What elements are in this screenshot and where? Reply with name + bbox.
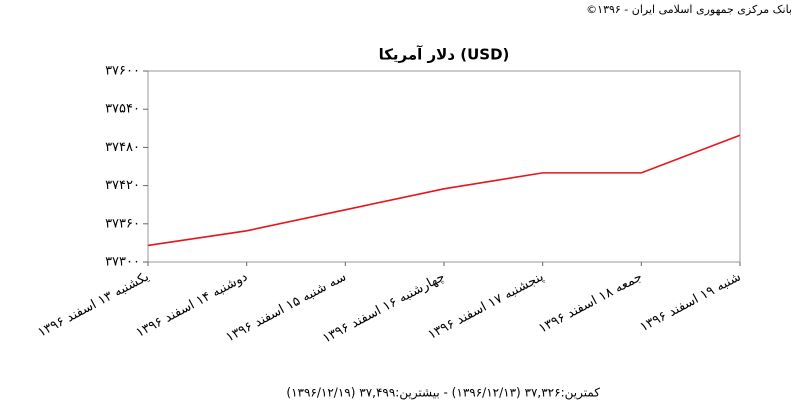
y-tick-label: ۳۷۴۲۰ bbox=[105, 178, 140, 193]
y-tick-label: ۳۷۳۰۰ bbox=[105, 255, 140, 270]
source: بانک مرکزی جمهوری اسلامی ایران - ۱۳۹۶© bbox=[586, 3, 792, 16]
y-tick-label: ۳۷۶۰۰ bbox=[105, 64, 140, 79]
chart-title: دلار آمریکا (USD) bbox=[379, 46, 510, 64]
plot-frame bbox=[147, 70, 741, 263]
y-tick-label: ۳۷۴۸۰ bbox=[105, 140, 140, 155]
y-tick-label: ۳۷۵۴۰ bbox=[105, 102, 140, 117]
x-tick-label: جمعه ۱۸ اسفند ۱۳۹۶ bbox=[536, 269, 645, 336]
summary: کمترین:۳۷,۳۲۶ (۱۳۹۶/۱۲/۱۳) - بیشترین:۳۷,… bbox=[286, 386, 600, 401]
x-tick-label: شنبه ۱۹ اسفند ۱۳۹۶ bbox=[638, 269, 744, 335]
line bbox=[147, 134, 741, 247]
y-tick-label: ۳۷۳۶۰ bbox=[105, 216, 140, 231]
